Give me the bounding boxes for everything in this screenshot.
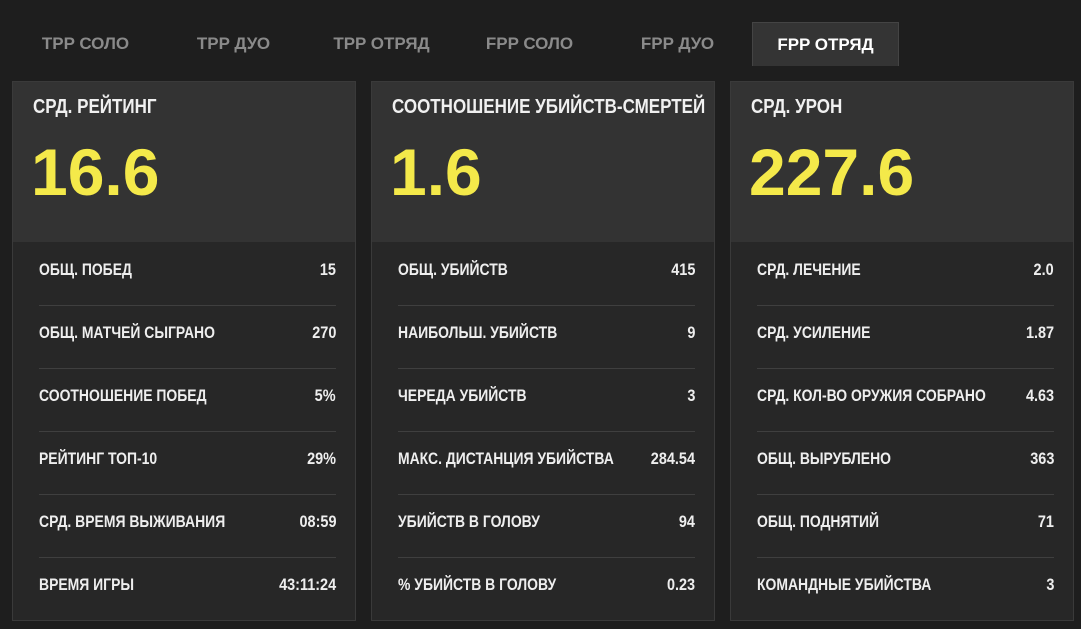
stat-value: 3 xyxy=(1045,575,1054,594)
stat-value: 284.54 xyxy=(650,449,695,468)
stat-value: 08:59 xyxy=(299,512,336,531)
stat-value: 15 xyxy=(319,260,336,279)
stat-label: СРД. ВРЕМЯ ВЫЖИВАНИЯ xyxy=(39,512,226,531)
stat-label: ОБЩ. ПОДНЯТИЙ xyxy=(757,512,880,531)
stat-row: ОБЩ. ВЫРУБЛЕНО 363 xyxy=(757,431,1054,495)
stat-row: УБИЙСТВ В ГОЛОВУ 94 xyxy=(398,494,695,558)
stat-label: ОБЩ. УБИЙСТВ xyxy=(398,260,508,279)
stat-row: СООТНОШЕНИЕ ПОБЕД 5% xyxy=(39,368,336,432)
stat-value: 4.63 xyxy=(1025,386,1054,405)
stat-label: ЧЕРЕДА УБИЙСТВ xyxy=(398,386,527,405)
stat-label: СООТНОШЕНИЕ ПОБЕД xyxy=(39,386,207,405)
card-title: СООТНОШЕНИЕ УБИЙСТВ-СМЕРТЕЙ xyxy=(392,96,760,119)
stat-row: ВРЕМЯ ИГРЫ 43:11:24 xyxy=(39,557,336,620)
stat-row: РЕЙТИНГ ТОП-10 29% xyxy=(39,431,336,495)
stat-label: % УБИЙСТВ В ГОЛОВУ xyxy=(398,575,557,594)
stat-value: 363 xyxy=(1029,449,1054,468)
stat-value: 3 xyxy=(686,386,695,405)
card-value: 1.6 xyxy=(390,135,482,209)
stat-label: ВРЕМЯ ИГРЫ xyxy=(39,575,135,594)
card-title-text: СРД. УРОН xyxy=(751,96,843,118)
stat-card: СРД. РЕЙТИНГ 16.6 ОБЩ. ПОБЕД 15 ОБЩ. МАТЧЕЙ … xyxy=(12,81,356,621)
stat-row: ОБЩ. МАТЧЕЙ СЫГРАНО 270 xyxy=(39,305,336,369)
card-header: СООТНОШЕНИЕ УБИЙСТВ-СМЕРТЕЙ 1.6 xyxy=(372,82,714,242)
stat-label: НАИБОЛЬШ. УБИЙСТВ xyxy=(398,323,558,342)
stat-label: УБИЙСТВ В ГОЛОВУ xyxy=(398,512,540,531)
card-title-text: СООТНОШЕНИЕ УБИЙСТВ-СМЕРТЕЙ xyxy=(392,96,706,118)
stat-label: ОБЩ. МАТЧЕЙ СЫГРАНО xyxy=(39,323,215,342)
stat-value: 270 xyxy=(311,323,336,342)
stat-card: СРД. УРОН 227.6 СРД. ЛЕЧЕНИЕ 2.0 СРД. УСИЛЕН… xyxy=(730,81,1074,621)
card-header: СРД. УРОН 227.6 xyxy=(731,82,1073,242)
stat-label: МАКС. ДИСТАНЦИЯ УБИЙСТВА xyxy=(398,449,614,468)
stat-row: ОБЩ. УБИЙСТВ 415 xyxy=(398,242,695,306)
card-value: 16.6 xyxy=(31,135,160,209)
card-header: СРД. РЕЙТИНГ 16.6 xyxy=(13,82,355,242)
stat-row: СРД. ЛЕЧЕНИЕ 2.0 xyxy=(757,242,1054,306)
stat-value: 9 xyxy=(686,323,695,342)
card-title-text: СРД. РЕЙТИНГ xyxy=(33,96,157,118)
stat-value: 2.0 xyxy=(1033,260,1054,279)
stat-row: ЧЕРЕДА УБИЙСТВ 3 xyxy=(398,368,695,432)
tab[interactable]: TPP ДУО xyxy=(196,34,271,53)
stat-label: КОМАНДНЫЕ УБИЙСТВА xyxy=(757,575,932,594)
stat-card: СООТНОШЕНИЕ УБИЙСТВ-СМЕРТЕЙ 1.6 ОБЩ. УБИЙС… xyxy=(371,81,715,621)
stat-row: НАИБОЛЬШ. УБИЙСТВ 9 xyxy=(398,305,695,369)
stat-row: ОБЩ. ПОБЕД 15 xyxy=(39,242,336,306)
stat-row: ОБЩ. ПОДНЯТИЙ 71 xyxy=(757,494,1054,558)
stat-label: СРД. КОЛ-ВО ОРУЖИЯ СОБРАНО xyxy=(757,386,986,405)
stat-value: 94 xyxy=(678,512,695,531)
stat-value: 43:11:24 xyxy=(278,575,336,594)
tab[interactable]: TPP СОЛО xyxy=(41,34,130,53)
card-title: СРД. РЕЙТИНГ xyxy=(33,96,178,119)
stat-value: 29% xyxy=(307,449,336,468)
stat-row: МАКС. ДИСТАНЦИЯ УБИЙСТВА 284.54 xyxy=(398,431,695,495)
tab[interactable]: TPP ОТРЯД xyxy=(333,34,430,53)
tab[interactable]: FPP СОЛО xyxy=(485,34,574,53)
stat-row: КОМАНДНЫЕ УБИЙСТВА 3 xyxy=(757,557,1054,620)
stat-label: ОБЩ. ПОБЕД xyxy=(39,260,132,279)
stat-value: 415 xyxy=(670,260,695,279)
stat-label: РЕЙТИНГ ТОП-10 xyxy=(39,449,158,468)
stat-label: СРД. ЛЕЧЕНИЕ xyxy=(757,260,861,279)
stat-label: ОБЩ. ВЫРУБЛЕНО xyxy=(757,449,891,468)
stat-value: 5% xyxy=(315,386,336,405)
stat-row: СРД. ВРЕМЯ ВЫЖИВАНИЯ 08:59 xyxy=(39,494,336,558)
stat-row: СРД. УСИЛЕНИЕ 1.87 xyxy=(757,305,1054,369)
stat-row: СРД. КОЛ-ВО ОРУЖИЯ СОБРАНО 4.63 xyxy=(757,368,1054,432)
stat-label: СРД. УСИЛЕНИЕ xyxy=(757,323,871,342)
tab[interactable]: FPP ОТРЯД xyxy=(752,22,899,66)
stat-row: % УБИЙСТВ В ГОЛОВУ 0.23 xyxy=(398,557,695,620)
card-value: 227.6 xyxy=(749,135,915,209)
stat-value: 0.23 xyxy=(666,575,695,594)
card-title: СРД. УРОН xyxy=(751,96,858,119)
tab[interactable]: FPP ДУО xyxy=(640,34,715,53)
stat-value: 71 xyxy=(1037,512,1054,531)
stat-value: 1.87 xyxy=(1025,323,1054,342)
